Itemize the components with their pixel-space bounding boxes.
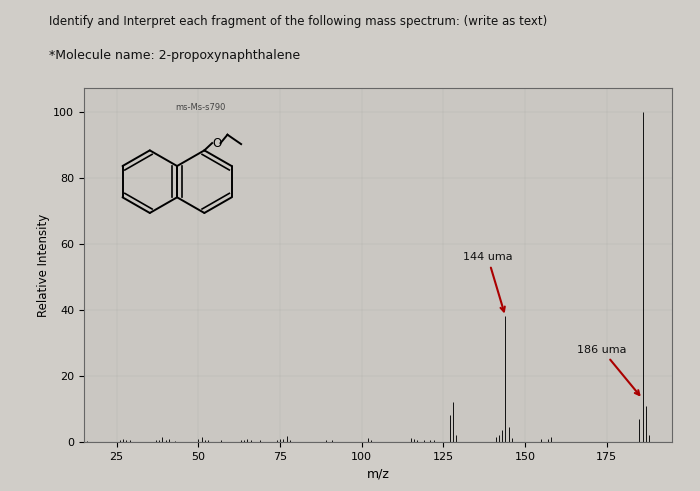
Text: Identify and Interpret each fragment of the following mass spectrum: (write as t: Identify and Interpret each fragment of … <box>49 15 547 27</box>
Text: *Molecule name: 2-propoxynaphthalene: *Molecule name: 2-propoxynaphthalene <box>49 49 300 62</box>
Text: O: O <box>212 136 222 150</box>
X-axis label: m/z: m/z <box>367 467 389 480</box>
Text: 144 uma: 144 uma <box>463 252 512 311</box>
Text: 186 uma: 186 uma <box>578 345 639 395</box>
Y-axis label: Relative Intensity: Relative Intensity <box>38 214 50 317</box>
Text: ms-Ms-s790: ms-Ms-s790 <box>175 103 225 111</box>
